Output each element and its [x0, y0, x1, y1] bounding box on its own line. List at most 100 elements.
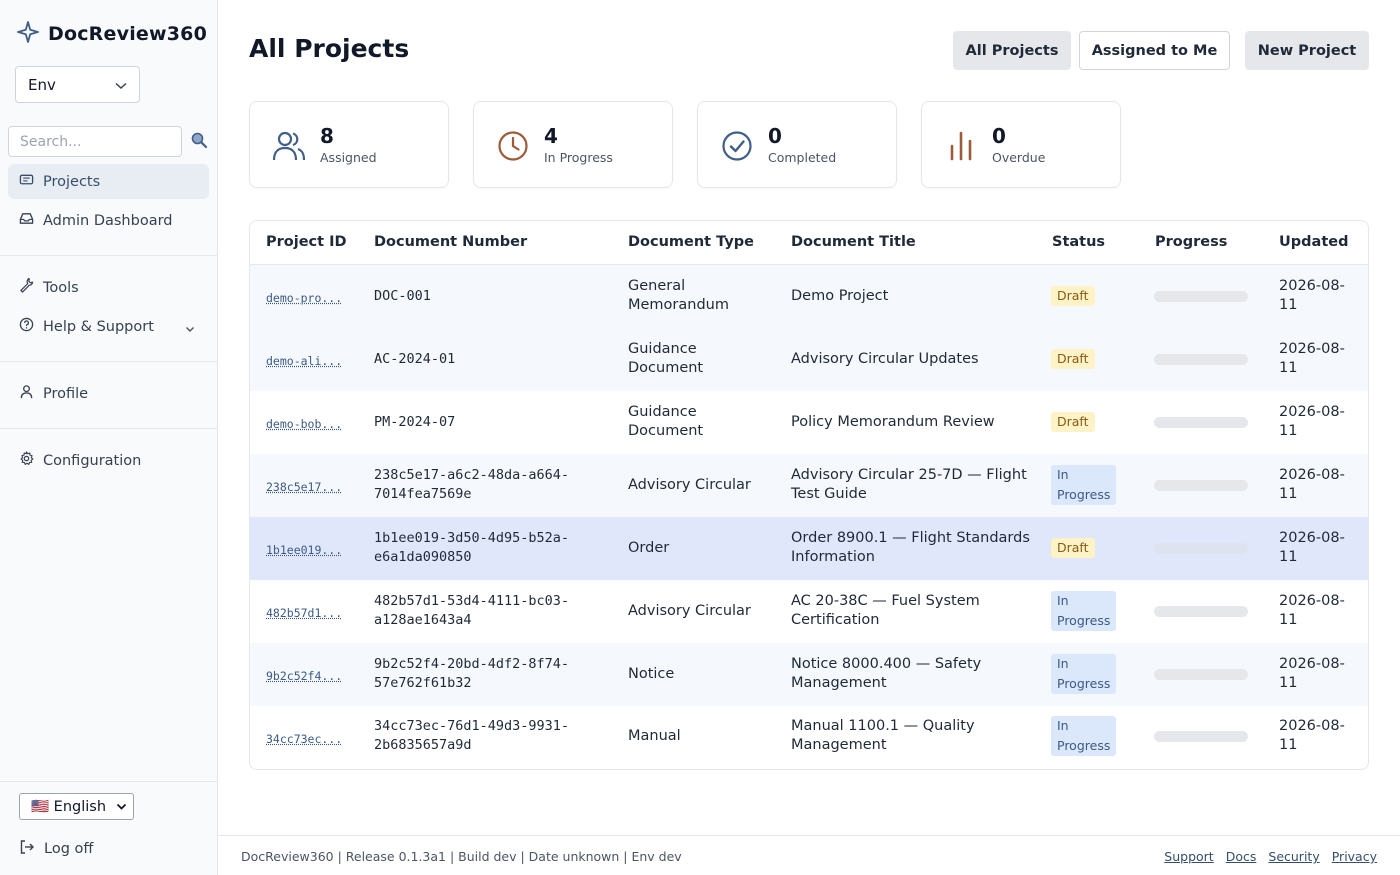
wrench-icon [19, 277, 34, 297]
sidebar-item-configuration[interactable]: Configuration [8, 443, 209, 478]
sidebar-item-admin-dashboard[interactable]: Admin Dashboard [8, 203, 209, 238]
sidebar-item-help-support[interactable]: Help & Support [8, 309, 209, 344]
project-id-link[interactable]: demo-ali... [266, 354, 343, 368]
table-row[interactable]: demo-ali... AC-2024-01 Guidance Document … [250, 328, 1368, 391]
progress-bar [1154, 669, 1248, 680]
updated-date-line: 11 [1279, 612, 1298, 628]
chevron-down-icon [116, 799, 127, 815]
document-title: Notice 8000.400 — Safety Management [791, 655, 981, 693]
search-input[interactable] [8, 126, 182, 157]
table-row[interactable]: demo-bob... PM-2024-07 Guidance Document … [250, 391, 1368, 454]
table-row[interactable]: 9b2c52f4... 9b2c52f4-20bd-4df2-8f74- 57e7… [250, 643, 1368, 706]
project-id-link[interactable]: 9b2c52f4... [266, 669, 343, 683]
user-icon [19, 384, 34, 403]
logoff-label: Log off [44, 841, 94, 857]
status-badge-line: In [1057, 718, 1069, 733]
document-number: 1b1ee019-3d50-4d95-b52a-e6a1da090850 [374, 529, 569, 567]
sparkle-icon [16, 20, 40, 48]
table-row[interactable]: 482b57d1... 482b57d1-53d4-4111-bc03- a128… [250, 580, 1368, 643]
docs-link[interactable]: Docs [1225, 849, 1257, 864]
updated-date: 2026-08- 11 [1279, 717, 1345, 755]
updated-date-line: 11 [1279, 423, 1298, 439]
project-id-link[interactable]: demo-bob... [266, 417, 343, 431]
document-type: Order [628, 540, 670, 556]
status-badge-line: In [1057, 656, 1069, 671]
document-type: Guidance Document [628, 403, 703, 441]
updated-date-line: 11 [1279, 360, 1298, 376]
updated-date-line: 11 [1279, 549, 1298, 565]
search-icon[interactable] [190, 131, 208, 153]
updated-date-line: 2026-08- [1279, 656, 1345, 672]
document-number: AC-2024-01 [374, 351, 456, 367]
column-header-progress[interactable]: Progress [1155, 234, 1228, 250]
stat-value: 0 [768, 124, 782, 148]
status-badge: Draft [1051, 538, 1095, 558]
stat-label: Completed [768, 150, 837, 165]
progress-bar [1154, 291, 1248, 302]
stat-label: Overdue [992, 150, 1046, 165]
table-row[interactable]: 34cc73ec... 34cc73ec-76d1-49d3-9931- 2b68… [250, 706, 1368, 769]
sidebar-divider [0, 781, 217, 782]
updated-date-line: 11 [1279, 486, 1298, 502]
all-projects-button[interactable]: All Projects [953, 31, 1071, 70]
projects-table: Project ID Document Number Document Type… [249, 220, 1369, 770]
table-row[interactable]: 1b1ee019... 1b1ee019-3d50-4d95-b52a-e6a1… [250, 517, 1368, 580]
column-header-document-number[interactable]: Document Number [374, 234, 528, 250]
project-id-link[interactable]: 34cc73ec... [266, 732, 343, 746]
sidebar-item-label: Tools [43, 279, 79, 296]
column-header-project-id[interactable]: Project ID [266, 234, 347, 250]
sidebar-item-label: Admin Dashboard [43, 212, 173, 229]
sidebar-item-tools[interactable]: Tools [8, 270, 209, 305]
project-id-link[interactable]: 238c5e17... [266, 480, 343, 494]
updated-date: 2026-08- 11 [1279, 403, 1345, 441]
assigned-to-me-button[interactable]: Assigned to Me [1079, 31, 1230, 70]
progress-bar [1154, 606, 1248, 617]
progress-bar [1154, 354, 1248, 365]
document-type-line: Guidance [628, 404, 697, 420]
bar-chart-icon [944, 129, 978, 163]
document-number-line: 34cc73ec-76d1-49d3-9931- [374, 718, 570, 734]
stat-card-in-progress: 4 In Progress [473, 101, 673, 188]
table-row[interactable]: demo-pro... DOC-001 General Memorandum De… [250, 265, 1368, 328]
column-header-document-title[interactable]: Document Title [791, 234, 916, 250]
project-id-link[interactable]: 1b1ee019... [266, 543, 343, 557]
column-header-status[interactable]: Status [1052, 234, 1106, 250]
document-type: General Memorandum [628, 277, 729, 315]
updated-date-line: 11 [1279, 297, 1298, 313]
logoff-link[interactable]: Log off [19, 839, 93, 859]
document-title-line: Manual 1100.1 — Quality [791, 718, 975, 734]
column-header-updated[interactable]: Updated [1279, 234, 1349, 250]
document-number-line: 238c5e17-a6c2-48da-a664- [374, 467, 570, 483]
project-id-link[interactable]: 482b57d1... [266, 606, 343, 620]
ticket-icon [19, 172, 34, 191]
status-badge: Draft [1051, 349, 1095, 369]
column-header-document-type[interactable]: Document Type [628, 234, 754, 250]
privacy-link[interactable]: Privacy [1331, 849, 1377, 864]
status-badge: In Progress [1051, 716, 1117, 756]
updated-date-line: 2026-08- [1279, 341, 1345, 357]
project-id-link[interactable]: demo-pro... [266, 291, 343, 305]
language-select[interactable]: 🇺🇸 English [19, 793, 134, 820]
updated-date-line: 11 [1279, 675, 1298, 691]
document-title-line: AC 20-38C — Fuel System [791, 593, 980, 609]
env-select[interactable]: Env [15, 66, 140, 103]
chevron-down-icon [185, 321, 195, 337]
table-header: Project ID Document Number Document Type… [250, 221, 1368, 265]
brand[interactable]: DocReview360 [16, 20, 207, 48]
logout-icon [19, 839, 35, 859]
inbox-icon [19, 211, 34, 230]
document-title: Order 8900.1 — Flight Standards Informati… [791, 529, 1030, 567]
table-row[interactable]: 238c5e17... 238c5e17-a6c2-48da-a664- 7014… [250, 454, 1368, 517]
document-type-line: Memorandum [628, 297, 729, 313]
stat-label: Assigned [320, 150, 377, 165]
security-link[interactable]: Security [1268, 849, 1320, 864]
updated-date: 2026-08- 11 [1279, 592, 1345, 630]
document-number: DOC-001 [374, 288, 431, 304]
sidebar-item-projects[interactable]: Projects [8, 164, 209, 199]
sidebar-item-label: Configuration [43, 452, 142, 469]
updated-date-line: 11 [1279, 737, 1298, 753]
new-project-button[interactable]: New Project [1245, 31, 1369, 70]
document-title-line: Management [791, 737, 887, 753]
sidebar-item-profile[interactable]: Profile [8, 376, 209, 411]
support-link[interactable]: Support [1164, 849, 1214, 864]
